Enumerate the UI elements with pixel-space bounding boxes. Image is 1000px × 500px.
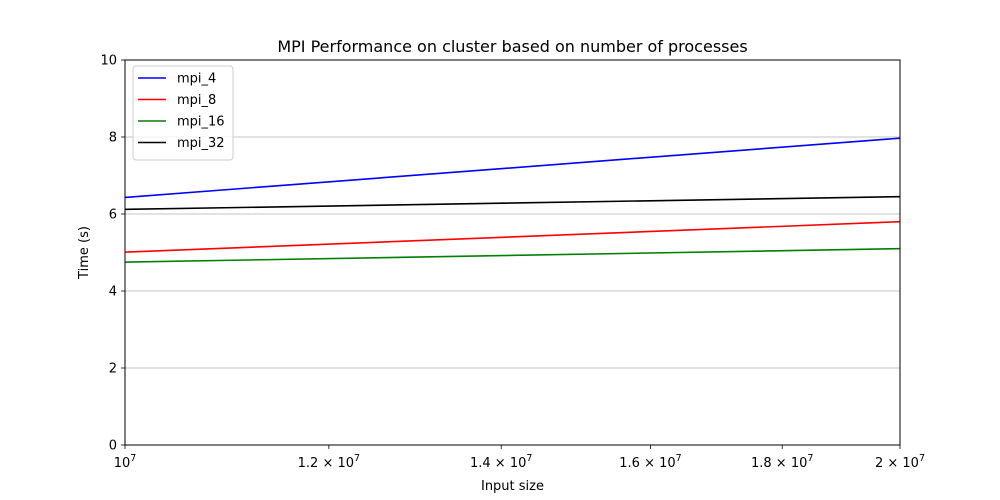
legend: mpi_4 mpi_8 mpi_16 mpi_32 bbox=[132, 65, 234, 161]
series-line-mpi-32 bbox=[124, 195, 901, 211]
series-line-mpi-4 bbox=[124, 137, 901, 199]
plot-frame bbox=[124, 59, 901, 446]
x-tick-label: 1.2 × 107 bbox=[298, 453, 360, 471]
y-tick-label: 6 bbox=[109, 208, 117, 223]
x-axis-ticks: 107 1.2 × 107 1.4 × 107 1.6 × 107 1.8 × 107 2… bbox=[114, 445, 925, 471]
series-lines bbox=[124, 137, 901, 263]
x-tick-label: 2 × 107 bbox=[875, 453, 925, 471]
series-line-mpi-16 bbox=[124, 247, 901, 263]
y-tick-label: 4 bbox=[109, 285, 117, 300]
legend-label: mpi_8 bbox=[177, 93, 216, 108]
x-tick-label: 1.4 × 107 bbox=[470, 453, 532, 471]
x-tick-label: 1.6 × 107 bbox=[619, 453, 681, 471]
y-tick-label: 2 bbox=[109, 362, 117, 377]
y-axis-ticks: 0 2 4 6 8 10 bbox=[100, 54, 125, 454]
legend-label: mpi_32 bbox=[177, 136, 225, 151]
legend-label: mpi_4 bbox=[177, 72, 216, 87]
legend-box bbox=[132, 65, 234, 161]
x-axis-label: Input size bbox=[481, 479, 544, 494]
y-tick-label: 8 bbox=[109, 131, 117, 146]
x-tick-label: 1.8 × 107 bbox=[751, 453, 813, 471]
y-tick-label: 0 bbox=[109, 439, 117, 454]
y-tick-label: 10 bbox=[100, 54, 117, 69]
y-axis-label: Time (s) bbox=[77, 226, 92, 280]
series-line-mpi-8 bbox=[124, 220, 901, 253]
chart-title: MPI Performance on cluster based on numb… bbox=[277, 37, 747, 56]
legend-label: mpi_16 bbox=[177, 115, 225, 130]
x-tick-label: 107 bbox=[114, 453, 137, 471]
